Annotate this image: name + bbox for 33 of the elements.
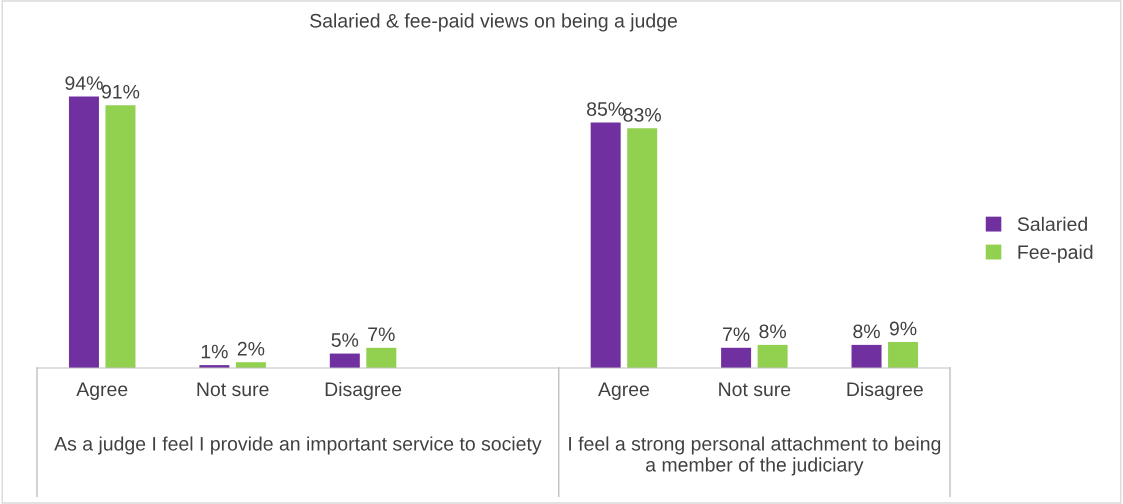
- bar: [757, 344, 788, 368]
- data-label: 5%: [331, 333, 359, 347]
- data-label: 91%: [101, 84, 140, 99]
- data-label: 94%: [65, 76, 103, 90]
- x-tick-label: Not sure: [719, 382, 791, 397]
- x-tick-label: Not sure: [197, 382, 269, 397]
- bar: [721, 347, 752, 368]
- data-label: 83%: [623, 107, 661, 122]
- text: I feel a strong personal attachment to being a member of the judiciary: [569, 436, 941, 476]
- data-label: 7%: [368, 327, 395, 342]
- bar: [851, 344, 882, 368]
- legend-label: Salaried: [1017, 216, 1087, 232]
- data-label: 8%: [853, 324, 880, 339]
- bar: [329, 353, 360, 368]
- bar: [105, 105, 136, 368]
- bar: [888, 342, 919, 368]
- data-label: 9%: [889, 321, 917, 336]
- text: As a judge I feel I provide an important service to society: [54, 436, 542, 455]
- x-tick-label: Disagree: [847, 381, 923, 401]
- chart-title: Salaried & fee-paid views on being a judge: [310, 13, 677, 32]
- data-label: 8%: [759, 324, 786, 339]
- bar: [366, 347, 397, 368]
- data-label: 7%: [723, 327, 750, 342]
- legend-label: Fee-paid: [1018, 244, 1093, 263]
- bar: [68, 96, 99, 368]
- x-tick-label: Agree: [598, 382, 650, 401]
- data-label: 1%: [201, 344, 228, 359]
- data-label: 2%: [237, 341, 265, 356]
- x-tick-label: Disagree: [325, 381, 402, 401]
- bar: [627, 128, 658, 368]
- x-tick-label: Agree: [76, 382, 128, 401]
- data-label: 85%: [587, 102, 625, 116]
- bar: [590, 122, 621, 368]
